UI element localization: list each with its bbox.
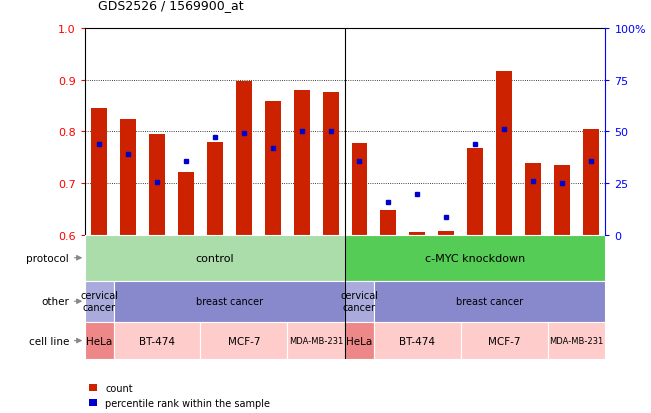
Bar [149,135,165,235]
Legend: count, percentile rank within the sample: count, percentile rank within the sample [89,383,270,408]
Bar [461,322,547,359]
Bar [207,142,223,235]
Bar [85,235,345,281]
Text: control: control [195,253,234,263]
Bar [236,81,252,235]
Text: BT-474: BT-474 [139,336,175,346]
Text: HeLa: HeLa [346,336,372,346]
Text: HeLa: HeLa [86,336,112,346]
Bar [294,91,310,235]
Text: cell line: cell line [29,336,69,346]
Text: protocol: protocol [26,253,69,263]
Bar [113,281,345,322]
Bar [85,281,113,322]
Text: GDS2526 / 1569900_at: GDS2526 / 1569900_at [98,0,243,12]
Bar [345,281,374,322]
Text: other: other [41,297,69,306]
Bar [438,231,454,235]
Bar [85,322,113,359]
Bar [178,172,194,235]
Text: c-MYC knockdown: c-MYC knockdown [425,253,525,263]
Bar [91,109,107,235]
Text: BT-474: BT-474 [399,336,436,346]
Bar [113,322,201,359]
Bar [323,93,339,235]
Text: MDA-MB-231: MDA-MB-231 [549,336,603,345]
Text: MCF-7: MCF-7 [488,336,520,346]
Bar [374,322,461,359]
Text: cervical
cancer: cervical cancer [80,291,118,312]
Bar [380,211,396,235]
Bar [287,322,345,359]
Text: MDA-MB-231: MDA-MB-231 [289,336,343,345]
Bar [345,322,374,359]
Bar [265,102,281,235]
Bar [547,322,605,359]
Bar [583,130,599,235]
Text: breast cancer: breast cancer [196,297,263,306]
Bar [525,163,541,235]
Bar [352,143,367,235]
Bar [467,148,483,235]
Bar [374,281,605,322]
Text: cervical
cancer: cervical cancer [340,291,378,312]
Bar [496,72,512,235]
Bar [345,235,605,281]
Bar [409,233,425,235]
Bar [120,119,136,235]
Bar [201,322,287,359]
Text: breast cancer: breast cancer [456,297,523,306]
Bar [554,166,570,235]
Text: MCF-7: MCF-7 [227,336,260,346]
